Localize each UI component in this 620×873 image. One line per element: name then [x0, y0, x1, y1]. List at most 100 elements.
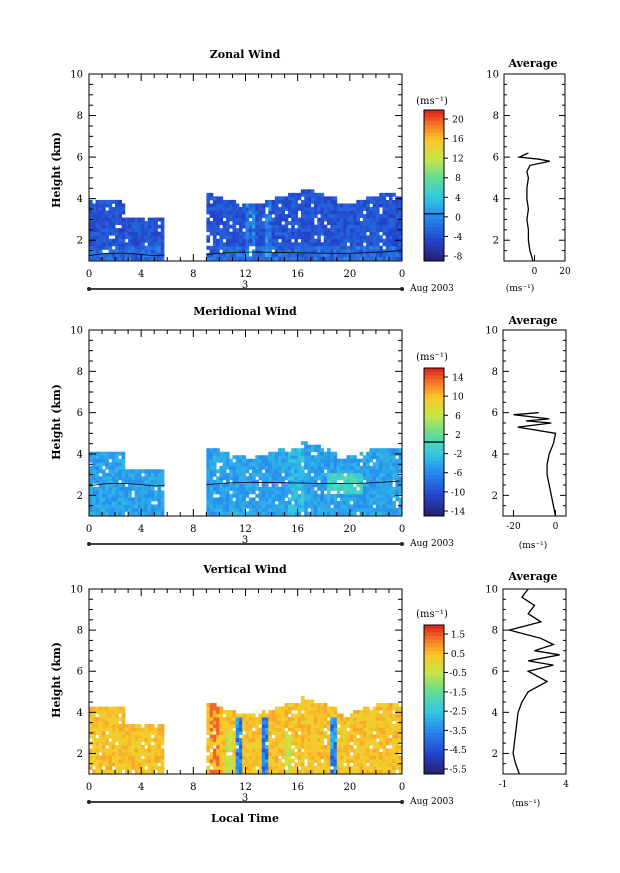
heatmap-cell	[336, 507, 341, 512]
heatmap-cell	[216, 217, 220, 222]
heatmap-cell	[398, 706, 403, 711]
heatmap-cell	[102, 451, 106, 456]
heatmap-cell	[160, 231, 165, 236]
heatmap-cell	[118, 245, 122, 250]
heatmap-cell	[304, 221, 308, 226]
heatmap-cell	[294, 727, 299, 732]
heatmap-cell	[274, 710, 279, 714]
heatmap-cell	[206, 738, 211, 742]
heatmap-cell	[327, 245, 331, 250]
heatmap-cell	[98, 214, 103, 218]
heatmap-cell	[330, 734, 334, 739]
heatmap-cell	[89, 497, 93, 502]
heatmap-cell	[261, 511, 266, 516]
heatmap-cell	[385, 217, 390, 222]
heatmap-cell	[245, 476, 250, 481]
heatmap-cell	[349, 713, 354, 718]
heatmap-cell	[265, 507, 269, 512]
heatmap-cell	[349, 765, 354, 770]
heatmap-cell	[379, 245, 383, 250]
heatmap-cell	[209, 472, 214, 477]
heatmap-cell	[121, 713, 126, 718]
heatmap-cell	[310, 469, 315, 474]
heatmap-cell	[252, 462, 256, 467]
heatmap-cell	[102, 493, 106, 498]
heatmap-cell	[353, 486, 357, 491]
heatmap-cell	[392, 745, 396, 749]
vertical-heatmap	[89, 696, 403, 774]
heatmap-cell	[333, 483, 338, 488]
heatmap-cell	[369, 196, 374, 201]
heatmap-cell	[98, 469, 103, 474]
heatmap-cell	[398, 511, 403, 516]
heatmap-cell	[219, 713, 224, 718]
heatmap-cell	[92, 479, 96, 484]
heatmap-cell	[258, 486, 263, 491]
heatmap-cell	[252, 476, 256, 481]
heatmap-cell	[313, 469, 318, 474]
heatmap-cell	[313, 214, 318, 218]
date-line-start	[87, 542, 91, 546]
heatmap-cell	[356, 203, 361, 208]
heatmap-cell	[346, 231, 351, 236]
heatmap-cell	[388, 713, 393, 718]
heatmap-cell	[222, 504, 227, 509]
heatmap-cell	[340, 486, 344, 491]
heatmap-cell	[281, 252, 286, 257]
heatmap-cell	[353, 710, 357, 714]
heatmap-cell	[255, 745, 259, 749]
heatmap-cell	[102, 228, 106, 233]
heatmap-cell	[150, 221, 155, 226]
heatmap-cell	[128, 765, 132, 770]
heatmap-cell	[265, 724, 269, 728]
heatmap-cell	[333, 465, 338, 470]
heatmap-cell	[235, 511, 240, 516]
heatmap-cell	[362, 769, 367, 774]
heatmap-cell	[388, 206, 393, 211]
heatmap-cell	[154, 221, 158, 226]
heatmap-cell	[108, 203, 113, 208]
heatmap-cell	[310, 486, 315, 491]
heatmap-cell	[398, 224, 403, 229]
heatmap-cell	[265, 476, 269, 481]
heatmap-cell	[212, 710, 217, 714]
heatmap-cell	[248, 490, 253, 495]
heatmap-cell	[388, 196, 393, 201]
heatmap-cell	[118, 769, 122, 774]
heatmap-cell	[92, 458, 96, 463]
heatmap-cell	[111, 486, 116, 491]
heatmap-cell	[157, 242, 162, 247]
heatmap-cell	[225, 738, 230, 742]
heatmap-cell	[111, 748, 116, 753]
heatmap-cell	[245, 231, 250, 236]
heatmap-cell	[300, 500, 305, 505]
heatmap-cell	[206, 507, 211, 512]
heatmap-cell	[307, 703, 312, 707]
heatmap-cell	[349, 490, 354, 495]
heatmap-cell	[108, 224, 113, 229]
heatmap-cell	[304, 448, 308, 453]
heatmap-cell	[124, 221, 129, 226]
heatmap-cell	[98, 706, 103, 711]
heatmap-cell	[209, 469, 214, 474]
heatmap-cell	[248, 748, 253, 753]
heatmap-cell	[362, 238, 367, 243]
heatmap-cell	[327, 752, 331, 756]
heatmap-cell	[349, 734, 354, 739]
heatmap-cell	[372, 720, 377, 725]
heatmap-cell	[388, 238, 393, 243]
heatmap-cell	[95, 469, 100, 474]
heatmap-cell	[92, 748, 96, 753]
heatmap-cell	[392, 706, 396, 711]
heatmap-cell	[300, 741, 305, 746]
heatmap-cell	[287, 451, 292, 456]
heatmap-cell	[121, 490, 126, 495]
heatmap-cell	[366, 245, 370, 250]
heatmap-cell	[265, 713, 269, 718]
heatmap-cell	[144, 486, 149, 491]
heatmap-cell	[300, 490, 305, 495]
heatmap-cell	[245, 479, 250, 484]
heatmap-cell	[111, 479, 116, 484]
heatmap-cell	[89, 476, 93, 481]
heatmap-cell	[398, 242, 403, 247]
